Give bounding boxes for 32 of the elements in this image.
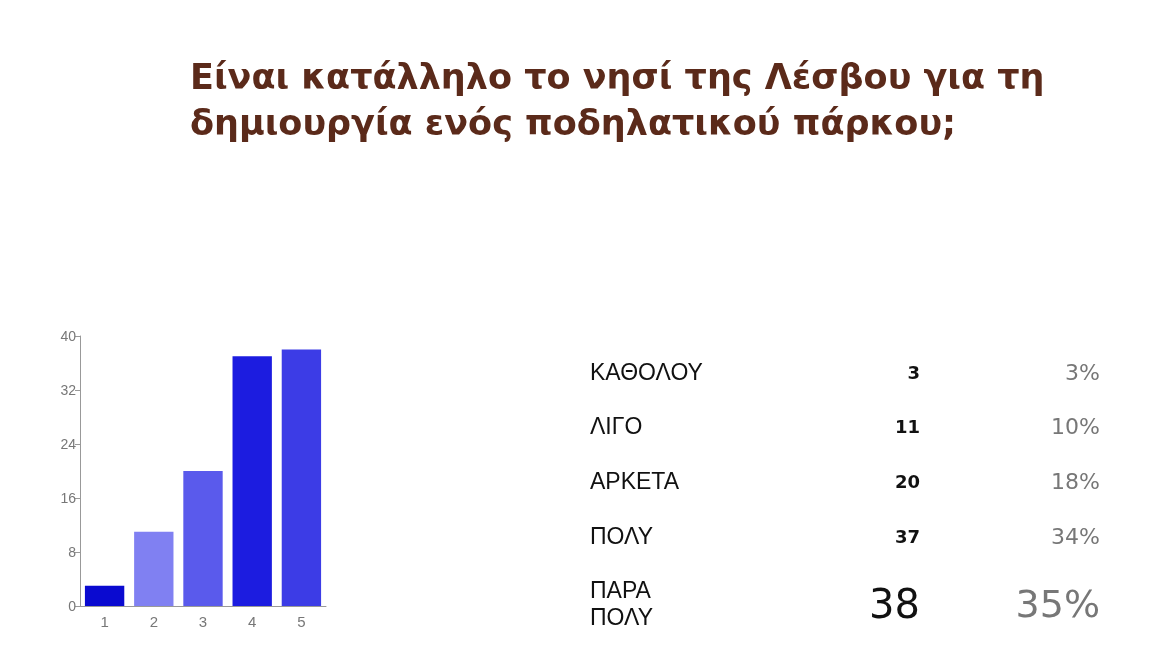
bar [232,356,272,606]
y-tick-label: 16 [60,490,77,506]
text: ΠΟΛΥ [590,522,655,550]
text: ΛΙΓΟ [590,413,644,441]
text: 18% [1050,468,1100,494]
y-tick-label: 0 [68,598,77,614]
text: 20 [893,470,920,492]
text: ΚΑΘΟΛΟΥ [590,358,703,386]
text: 10% [1050,414,1100,440]
text: 3 [906,361,920,383]
y-tick-label: 24 [60,436,77,452]
text: Είναι κατάλληλο το νησί της Λέσβου για τη δημιουργία ενός ποδηλατικού πάρκου; [190,56,1046,145]
bar [84,585,125,606]
text: ΑΡΚΕΤΑ [590,467,680,495]
bar [281,349,322,606]
x-tick-label: 3 [198,613,208,630]
text: 3% [1064,359,1100,385]
text: 11 [893,416,920,438]
text: ΠΑΡΑ ΠΟΛΥ [590,577,655,632]
text: 34% [1050,523,1100,549]
x-tick-label: 4 [248,613,257,630]
text: 38 [868,581,920,628]
bar [183,471,223,606]
x-tick-label: 2 [149,613,158,630]
text: 35% [1014,582,1100,627]
text: 37 [893,525,920,547]
y-tick-label: 8 [68,544,77,560]
x-tick-label: 5 [297,613,306,630]
x-tick-label: 1 [100,613,109,630]
y-tick-label: 32 [60,382,77,398]
bar [134,531,174,606]
y-tick-label: 40 [60,328,77,344]
